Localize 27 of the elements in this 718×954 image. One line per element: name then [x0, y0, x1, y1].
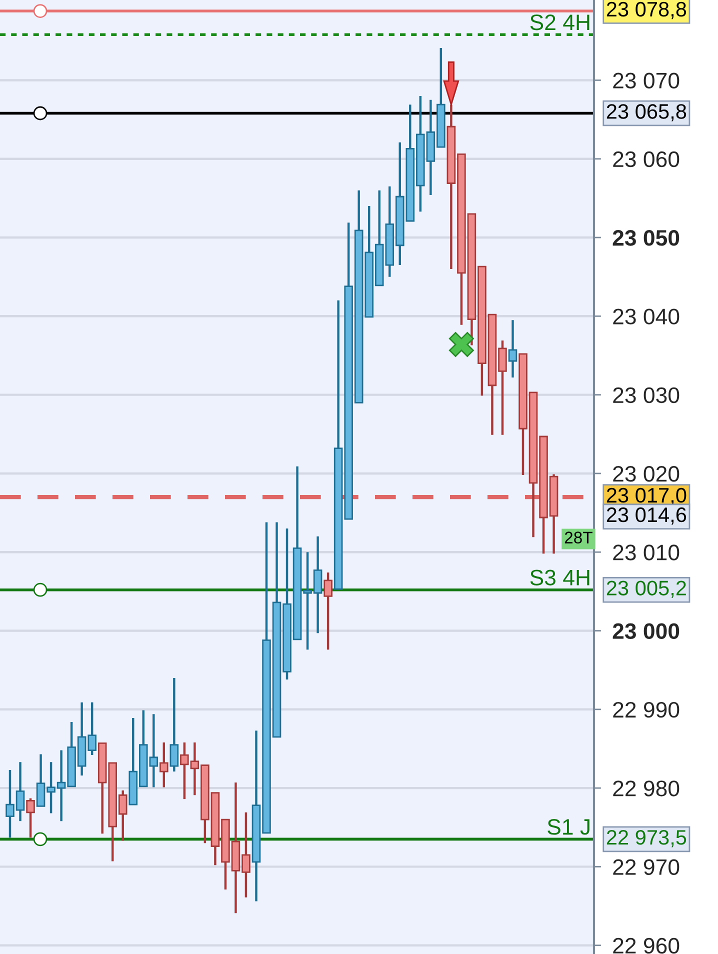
- y-tick-label: 22 960: [613, 938, 680, 954]
- ref-line-label: 23 017,0: [606, 488, 686, 506]
- y-tick-label: 23 020: [613, 466, 680, 482]
- y-tick-label: 23 050: [612, 230, 680, 246]
- ref-line-label: 22 973,5: [606, 830, 686, 848]
- y-tick-label: 23 000: [612, 623, 680, 640]
- ref-line-label: 23 005,2: [606, 580, 686, 598]
- y-tick-label: 22 990: [613, 702, 680, 718]
- y-tick-label: 23 030: [613, 387, 680, 404]
- annotation: S1 J: [548, 819, 590, 835]
- candlestick: [160, 741, 168, 788]
- annotation: S3 4H: [530, 570, 590, 586]
- y-tick-label: 23 060: [613, 151, 680, 168]
- y-tick-label: 22 980: [613, 780, 680, 796]
- annotation: S2 4H: [530, 14, 590, 30]
- y-tick-label: 23 010: [613, 544, 680, 560]
- text: 23 014,6: [606, 507, 686, 525]
- y-tick-label: 23 070: [613, 72, 680, 88]
- text: 28T: [564, 532, 592, 544]
- candlestick: [508, 318, 518, 379]
- candlestick: [170, 676, 179, 773]
- candlestick: [26, 797, 35, 839]
- y-tick-label: 22 970: [613, 859, 680, 875]
- y-tick-label: 23 040: [613, 308, 680, 324]
- ref-line-label: 23 078,8: [606, 2, 686, 20]
- ref-line-label: 23 065,8: [606, 104, 686, 122]
- candlestick: [324, 571, 332, 651]
